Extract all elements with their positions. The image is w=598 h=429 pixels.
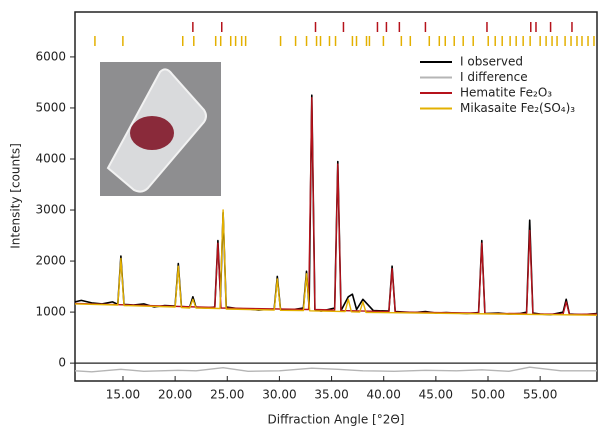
y-tick-label: 6000 [35,49,66,63]
legend-label: I observed [460,55,523,69]
x-tick-label: 55.00 [523,388,557,402]
y-axis-title: Intensity [counts] [9,143,23,249]
y-tick-label: 2000 [35,254,66,268]
series-line [74,209,598,316]
x-tick-label: 20.00 [158,388,192,402]
x-tick-label: 30.00 [262,388,296,402]
x-tick-label: 25.00 [210,388,244,402]
legend-label: Mikasaite Fe₂(SO₄)₃ [460,101,575,115]
y-tick-label: 0 [58,356,66,370]
sample-powder [130,116,174,150]
legend-label: I difference [460,70,528,84]
x-tick-label: 15.00 [106,388,140,402]
sample-photo [100,62,221,196]
x-tick-label: 35.00 [314,388,348,402]
x-tick-label: 45.00 [419,388,453,402]
legend-label: Hematite Fe₂O₃ [460,86,552,100]
plot-frame [74,11,598,382]
x-tick-label: 40.00 [367,388,401,402]
x-tick-label: 50.00 [471,388,505,402]
x-axis-title: Diffraction Angle [°2Θ] [268,413,405,427]
y-tick-label: 4000 [35,151,66,165]
y-tick-label: 1000 [35,305,66,319]
y-tick-label: 3000 [35,203,66,217]
y-tick-label: 5000 [35,100,66,114]
series-line [74,366,597,373]
